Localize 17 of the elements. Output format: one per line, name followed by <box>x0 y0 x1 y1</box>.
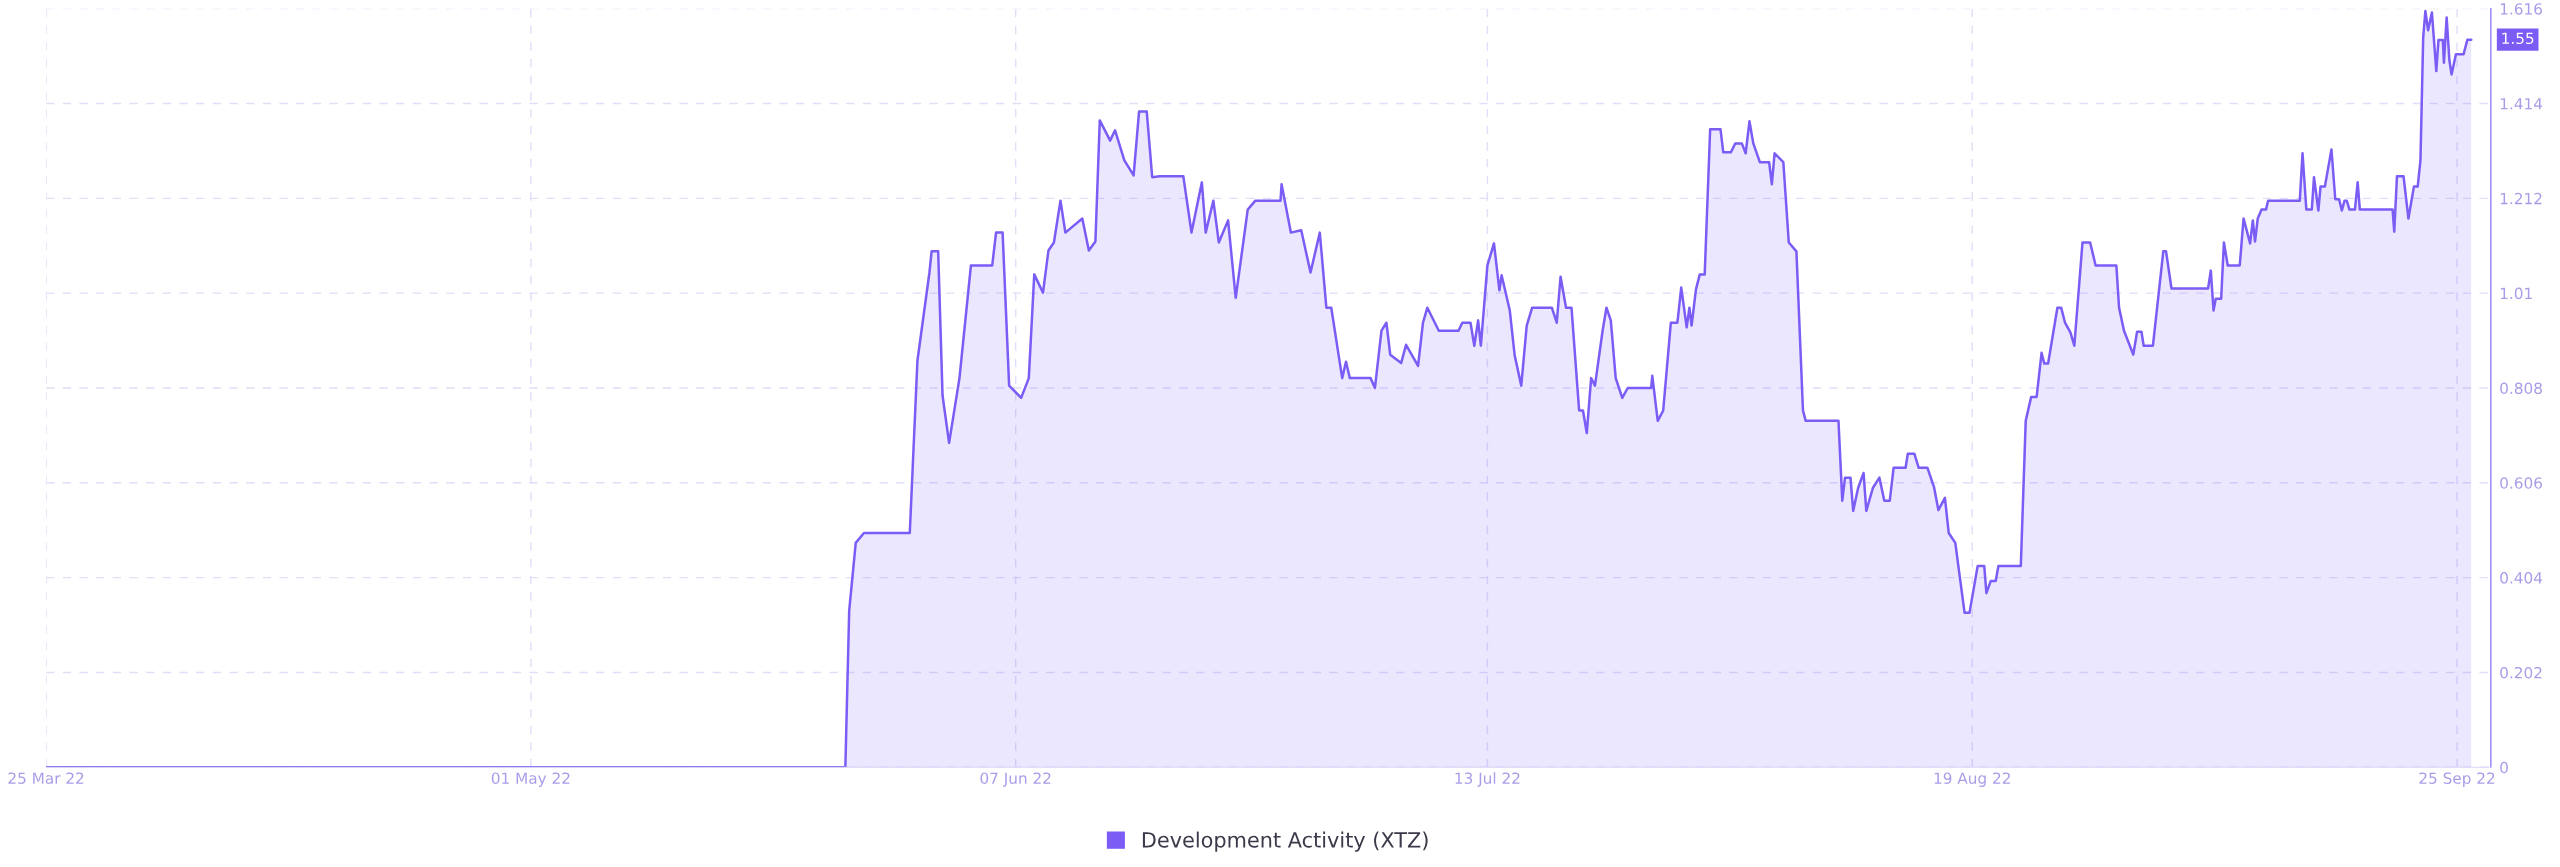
y-tick-label: 0 <box>2500 761 2508 774</box>
y-tick-label: 1.212 <box>2500 192 2542 205</box>
y-tick-label: 0.808 <box>2500 382 2542 394</box>
x-tick-label: 13 Jul 22 <box>1455 772 1520 787</box>
x-tick-label: 01 May 22 <box>491 772 570 787</box>
x-tick-label: 25 Sep 22 <box>2419 772 2495 787</box>
y-tick-label: 0.606 <box>2500 477 2542 489</box>
y-tick-label: 1.616 <box>2500 3 2542 15</box>
y-tick-label: 1.414 <box>2500 98 2543 110</box>
y-tick-label: 0.404 <box>2500 572 2543 584</box>
y-tick-label: 1.01 <box>2500 287 2532 300</box>
y-tick-label: 0.202 <box>2500 666 2542 679</box>
legend-label: Development Activity (XTZ) <box>1142 831 1428 852</box>
x-tick-label: 19 Aug 22 <box>1934 772 2010 787</box>
x-tick-label: 07 Jun 22 <box>980 772 1051 787</box>
x-tick-label: 25 Mar 22 <box>8 772 84 784</box>
annotation: 1.55 <box>2502 32 2534 45</box>
